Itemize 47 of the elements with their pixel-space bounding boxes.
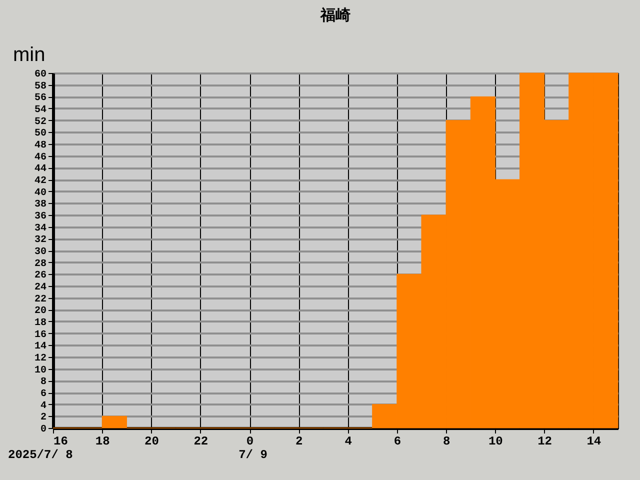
x-tick-label: 6 [394,434,402,448]
y-tick-label: 60 [34,70,46,80]
y-tick-label: 6 [40,389,46,400]
x-tick-label: 14 [586,434,602,448]
y-tick-label: 38 [34,200,46,211]
y-tick-label: 40 [34,188,46,199]
y-axis-title: min [13,44,46,66]
x-tick-label: 0 [246,434,254,448]
y-tick-label: 4 [40,400,46,412]
y-tick-label: 34 [34,223,46,234]
x-tick-label: 2 [296,434,303,448]
x-tick-label: 16 [54,434,68,448]
y-tick-label: 44 [34,164,46,176]
y-tick-label: 24 [34,282,46,294]
text: 7/ 9 [238,448,268,462]
x-tick-label: 4 [344,434,352,448]
x-tick-label: 22 [194,434,208,448]
y-tick-label: 48 [34,140,46,152]
y-tick-label: 58 [34,81,46,92]
x-tick-label: 18 [95,434,110,448]
y-tick-label: 22 [34,294,46,306]
y-tick-label: 12 [34,354,46,364]
y-tick-label: 28 [34,258,46,270]
y-tick-label: 36 [34,212,46,222]
y-tick-label: 2 [40,412,46,424]
y-tick-label: 52 [34,116,46,128]
y-tick-label: 10 [34,365,46,376]
text: 2025/7/ 8 [8,448,73,462]
y-tick-label: 50 [34,128,46,140]
x-tick-label: 8 [442,434,450,448]
y-tick-label: 26 [34,270,46,282]
y-tick-label: 46 [34,152,46,164]
y-tick-label: 20 [34,306,46,318]
y-tick-label: 16 [34,330,46,341]
x-tick-label: 10 [488,434,503,448]
y-tick-label: 8 [40,377,46,388]
y-tick-label: 14 [34,342,46,353]
y-tick-label: 30 [34,247,46,258]
y-tick-label: 18 [34,318,46,329]
chart-title: 福崎 [320,6,350,24]
y-tick-label: 42 [34,176,46,187]
y-tick-label: 56 [34,93,46,104]
y-tick-label: 54 [34,105,46,116]
x-tick-label: 12 [538,434,552,448]
y-tick-label: 32 [34,235,46,246]
y-tick-label: 0 [40,424,46,436]
x-tick-label: 20 [144,434,159,448]
